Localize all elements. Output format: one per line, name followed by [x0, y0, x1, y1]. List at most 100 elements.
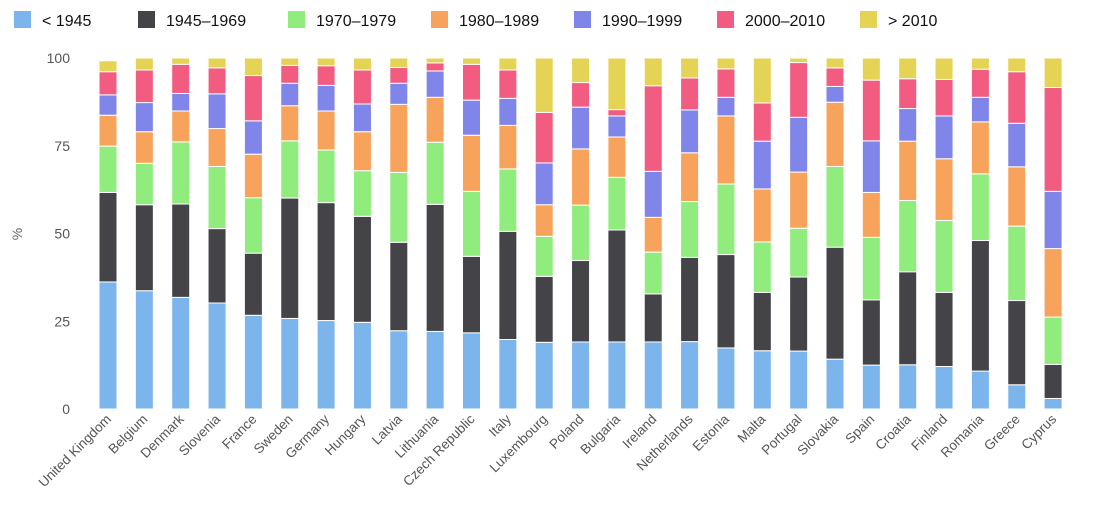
bar-segment-1970-1979[interactable] — [534, 235, 554, 277]
bar-segment-1945[interactable] — [534, 341, 554, 410]
legend-item-1980-1989[interactable]: 1980–1989 — [431, 11, 539, 30]
bar-segment-2010[interactable] — [425, 57, 445, 64]
bar-segment-1970-1979[interactable] — [462, 190, 481, 257]
bar-segment-2000-2010[interactable] — [462, 63, 481, 101]
bar-segment-1990-1999[interactable] — [498, 97, 518, 126]
bar-segment-2010[interactable] — [716, 57, 736, 70]
bar-segment-1990-1999[interactable] — [825, 85, 845, 103]
bar-segment-1945[interactable] — [207, 302, 227, 410]
bar-segment-2010[interactable] — [243, 57, 263, 77]
bar-segment-1980-1989[interactable] — [789, 171, 809, 229]
bar-segment-1945[interactable] — [98, 281, 118, 410]
bar-segment-2000-2010[interactable] — [934, 78, 954, 117]
bar-segment-1945[interactable] — [171, 296, 191, 410]
bar-segment-1990-1999[interactable] — [462, 99, 481, 136]
bar-segment-2010[interactable] — [134, 57, 154, 71]
bar-segment-1990-1999[interactable] — [98, 94, 118, 116]
bar-segment-1945-1969[interactable] — [825, 246, 845, 360]
bar-segment-2010[interactable] — [498, 57, 518, 71]
bar-segment-1945-1969[interactable] — [643, 293, 663, 343]
bar-segment-1970-1979[interactable] — [98, 145, 118, 193]
bar-segment-1990-1999[interactable] — [934, 115, 954, 160]
bar-segment-2000-2010[interactable] — [207, 67, 227, 95]
bar-segment-1970-1979[interactable] — [171, 141, 191, 205]
bar-segment-2010[interactable] — [861, 57, 881, 81]
bar-segment-2000-2010[interactable] — [534, 111, 554, 164]
bar-segment-1980-1989[interactable] — [934, 158, 954, 222]
bar-segment-1945-1969[interactable] — [243, 252, 263, 316]
bar-segment-1980-1989[interactable] — [316, 110, 336, 151]
bar-segment-1990-1999[interactable] — [716, 96, 736, 117]
bar-segment-2000-2010[interactable] — [389, 66, 409, 84]
bar-segment-1945-1969[interactable] — [389, 241, 409, 332]
bar-segment-1990-1999[interactable] — [134, 102, 154, 133]
bar-segment-2000-2010[interactable] — [498, 69, 518, 99]
bar-segment-2000-2010[interactable] — [861, 79, 881, 142]
bar-segment-1945[interactable] — [498, 339, 518, 410]
bar-segment-1970-1979[interactable] — [498, 168, 518, 232]
bar-segment-2010[interactable] — [171, 57, 191, 65]
legend-item-1990-1999[interactable]: 1990–1999 — [574, 11, 682, 30]
bar-segment-1945-1969[interactable] — [352, 215, 372, 323]
bar-segment-1990-1999[interactable] — [752, 140, 772, 190]
bar-segment-1945[interactable] — [134, 290, 154, 410]
bar-segment-1990-1999[interactable] — [207, 93, 227, 130]
bar-segment-2010[interactable] — [752, 57, 772, 104]
bar-segment-1970-1979[interactable] — [389, 171, 409, 243]
bar-segment-1970-1979[interactable] — [752, 241, 772, 293]
bar-segment-2000-2010[interactable] — [898, 78, 918, 110]
bar-segment-2010[interactable] — [970, 57, 990, 70]
bar-segment-2010[interactable] — [462, 57, 481, 65]
bar-segment-1945[interactable] — [571, 341, 591, 410]
bar-segment-2000-2010[interactable] — [425, 62, 445, 72]
bar-segment-2000-2010[interactable] — [789, 62, 809, 118]
bar-segment-1990-1999[interactable] — [243, 120, 263, 155]
bar-segment-1980-1989[interactable] — [643, 216, 663, 253]
bar-segment-2010[interactable] — [789, 57, 809, 64]
legend-item-2000-2010[interactable]: 2000–2010 — [717, 11, 825, 30]
bar-segment-1945-1969[interactable] — [571, 260, 591, 343]
bar-segment-1945[interactable] — [1007, 384, 1027, 410]
bar-segment-2000-2010[interactable] — [571, 82, 591, 108]
bar-segment-2000-2010[interactable] — [316, 65, 336, 86]
bar-segment-1970-1979[interactable] — [716, 183, 736, 256]
bar-segment-1945-1969[interactable] — [462, 255, 481, 334]
bar-segment-1970-1979[interactable] — [934, 220, 954, 293]
bar-segment-1970-1979[interactable] — [352, 170, 372, 217]
bar-segment-1945-1969[interactable] — [607, 229, 627, 343]
bar-segment-1980-1989[interactable] — [498, 124, 518, 170]
bar-segment-2000-2010[interactable] — [98, 71, 118, 96]
bar-segment-2010[interactable] — [898, 57, 918, 80]
bar-segment-2000-2010[interactable] — [752, 102, 772, 142]
bar-segment-1945[interactable] — [389, 330, 409, 410]
bar-segment-1945-1969[interactable] — [534, 275, 554, 343]
bar-segment-1990-1999[interactable] — [171, 92, 191, 112]
bar-segment-1980-1989[interactable] — [98, 114, 118, 147]
bar-segment-1980-1989[interactable] — [207, 128, 227, 167]
bar-segment-1970-1979[interactable] — [825, 165, 845, 248]
bar-segment-1990-1999[interactable] — [789, 116, 809, 173]
bar-segment-1945[interactable] — [898, 364, 918, 410]
bar-segment-1980-1989[interactable] — [243, 153, 263, 199]
bar-segment-1945[interactable] — [607, 341, 627, 410]
bar-segment-1945[interactable] — [680, 341, 700, 410]
bar-segment-1945[interactable] — [716, 347, 736, 410]
bar-segment-1945-1969[interactable] — [498, 230, 518, 341]
bar-segment-1970-1979[interactable] — [643, 251, 663, 295]
bar-segment-2000-2010[interactable] — [134, 69, 154, 104]
bar-segment-2010[interactable] — [389, 57, 409, 68]
bar-segment-1990-1999[interactable] — [425, 70, 445, 98]
bar-segment-1980-1989[interactable] — [134, 131, 154, 164]
bar-segment-1990-1999[interactable] — [680, 109, 700, 154]
bar-segment-1945-1969[interactable] — [898, 271, 918, 366]
bar-segment-1980-1989[interactable] — [389, 103, 409, 173]
bar-segment-1990-1999[interactable] — [571, 106, 591, 150]
bar-segment-2010[interactable] — [316, 57, 336, 67]
bar-segment-1945[interactable] — [970, 370, 990, 410]
bar-segment-2010[interactable] — [571, 57, 591, 84]
bar-segment-2010[interactable] — [934, 57, 954, 80]
bar-segment-1945-1969[interactable] — [861, 299, 881, 366]
bar-segment-1945[interactable] — [861, 364, 881, 410]
bar-segment-2000-2010[interactable] — [716, 68, 736, 98]
bar-segment-1980-1989[interactable] — [898, 140, 918, 202]
